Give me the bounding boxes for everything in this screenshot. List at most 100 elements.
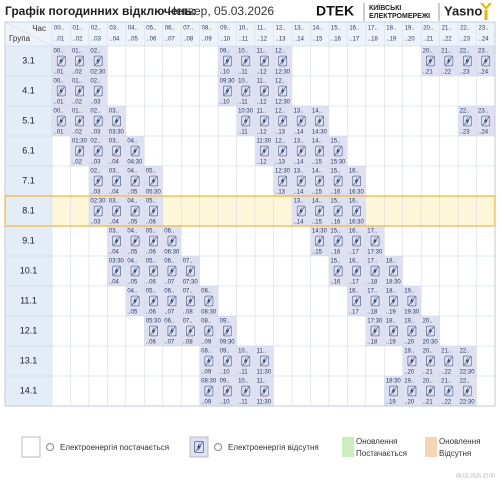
cell-to: 19:30 [404,310,420,316]
cell-from: 11.. [257,79,267,85]
group-cell [5,286,52,316]
cell-from: 02.. [90,79,100,85]
cell-to: ..15 [312,190,323,196]
cell-from: 01:30 [72,139,88,145]
cell-from: 15.. [330,139,340,145]
hour-from: 23.. [479,26,489,32]
cell-from: 05.. [146,229,156,235]
cell-from: 04.. [127,229,137,235]
cell-from: 08.. [201,349,211,355]
cell-to: ..02 [72,130,83,136]
hour-to: ..14 [294,37,305,43]
cell-to: ..04 [109,160,120,166]
brand-sub: КИЇВСЬКІ [369,4,401,12]
hour-from: 16.. [349,26,359,32]
hour-from: 12.. [276,26,286,32]
cell-from: 19.. [404,319,414,325]
cell-from: 10:30 [238,109,254,115]
legend-swatch [342,437,354,457]
cell-to: ..17 [349,250,360,256]
cell-from: 13.. [293,109,303,115]
cell-to: 16:30 [349,220,365,226]
cell-from: 11.. [257,379,267,385]
legend-swatch [425,437,437,457]
cell-from: 17.. [367,259,377,265]
cell-to: ..03 [90,190,101,196]
cell-to: ..08 [183,310,194,316]
cell-from: 09.. [220,349,230,355]
hour-to: ..05 [128,37,139,43]
cell-to: 20:30 [423,340,439,346]
cell-from: 22.. [460,349,470,355]
cell-to: ..11 [238,370,248,376]
cell-to: ..13 [275,190,286,196]
cell-to: ..06 [146,310,157,316]
cell-from: 04.. [127,289,137,295]
cell-to: ..13 [275,160,286,166]
hour-to: ..20 [405,37,416,43]
hour-to: ..07 [165,37,176,43]
cell-to: 08:30 [201,310,217,316]
hour-to: ..06 [146,37,157,43]
legend-label: Електроенергія відсутня [228,443,319,452]
hour-to: ..21 [423,37,434,43]
cell-to: ..24 [478,130,489,136]
cell-to: ..14 [293,220,304,226]
cell-from: 03:30 [109,259,125,265]
cell-to: ..20 [404,340,415,346]
brand-sub: ЕЛЕКТРОМЕРЕЖІ [369,13,430,20]
cell-to: ..01 [54,130,65,136]
legend-label: Електроенергія постачається [60,443,169,452]
group-name: 8.1 [22,205,35,215]
cell-from: 08.. [201,319,211,325]
cell-to: 12:30 [275,70,291,76]
cell-to: ..21 [423,70,434,76]
cell-to: 09:30 [220,340,236,346]
group-cell [5,76,52,106]
cell-to: ..11 [238,130,248,136]
brand2: Yasno [444,3,482,18]
cell-to: ..09 [201,370,212,376]
hour-from: 09.. [220,26,230,32]
legend-label: Відсутня [439,449,471,458]
cell-from: 08:30 [201,379,217,385]
cell-to: ..23 [460,130,471,136]
cell-from: 03.. [109,139,119,145]
cell-to: 11:30 [257,370,272,376]
cell-to: 04:30 [127,160,143,166]
cell-from: 18:30 [386,379,402,385]
hour-from: 22.. [460,26,470,32]
cell-to: ..06 [146,250,157,256]
hour-to: ..12 [257,37,268,43]
cell-from: 02.. [90,109,100,115]
cell-from: 18.. [386,289,396,295]
cell-from: 05.. [146,289,156,295]
hour-from: 04.. [128,26,138,32]
cell-to: ..14 [293,160,304,166]
cell-from: 11.. [257,49,267,55]
cell-to: 05:30 [146,190,162,196]
cell-from: 13.. [293,169,303,175]
group-label: Група [9,34,31,43]
cell-to: ..07 [164,310,175,316]
cell-to: ..07 [164,280,175,286]
cell-from: 06.. [164,229,174,235]
cell-to: 07:30 [183,280,199,286]
cell-to: ..22 [441,70,452,76]
legend-label: Оновлення [356,437,397,446]
legend-label: Оновлення [439,437,480,446]
cell-to: ..15 [312,220,323,226]
hour-from: 21.. [442,26,452,32]
hour-from: 19.. [405,26,415,32]
timestamp: 05.03.2026 22:00 [456,473,495,479]
cell-to: ..01 [54,70,65,76]
cell-to: ..23 [460,70,471,76]
cell-to: ..05 [127,190,138,196]
cell-to: ..19 [386,310,397,316]
cell-to: ..09 [201,400,212,406]
cell-from: 16.. [349,169,359,175]
cell-from: 10.. [238,79,248,85]
group-cell [5,106,52,136]
brand: DTEK [316,3,354,19]
cell-from: 09:30 [220,79,236,85]
